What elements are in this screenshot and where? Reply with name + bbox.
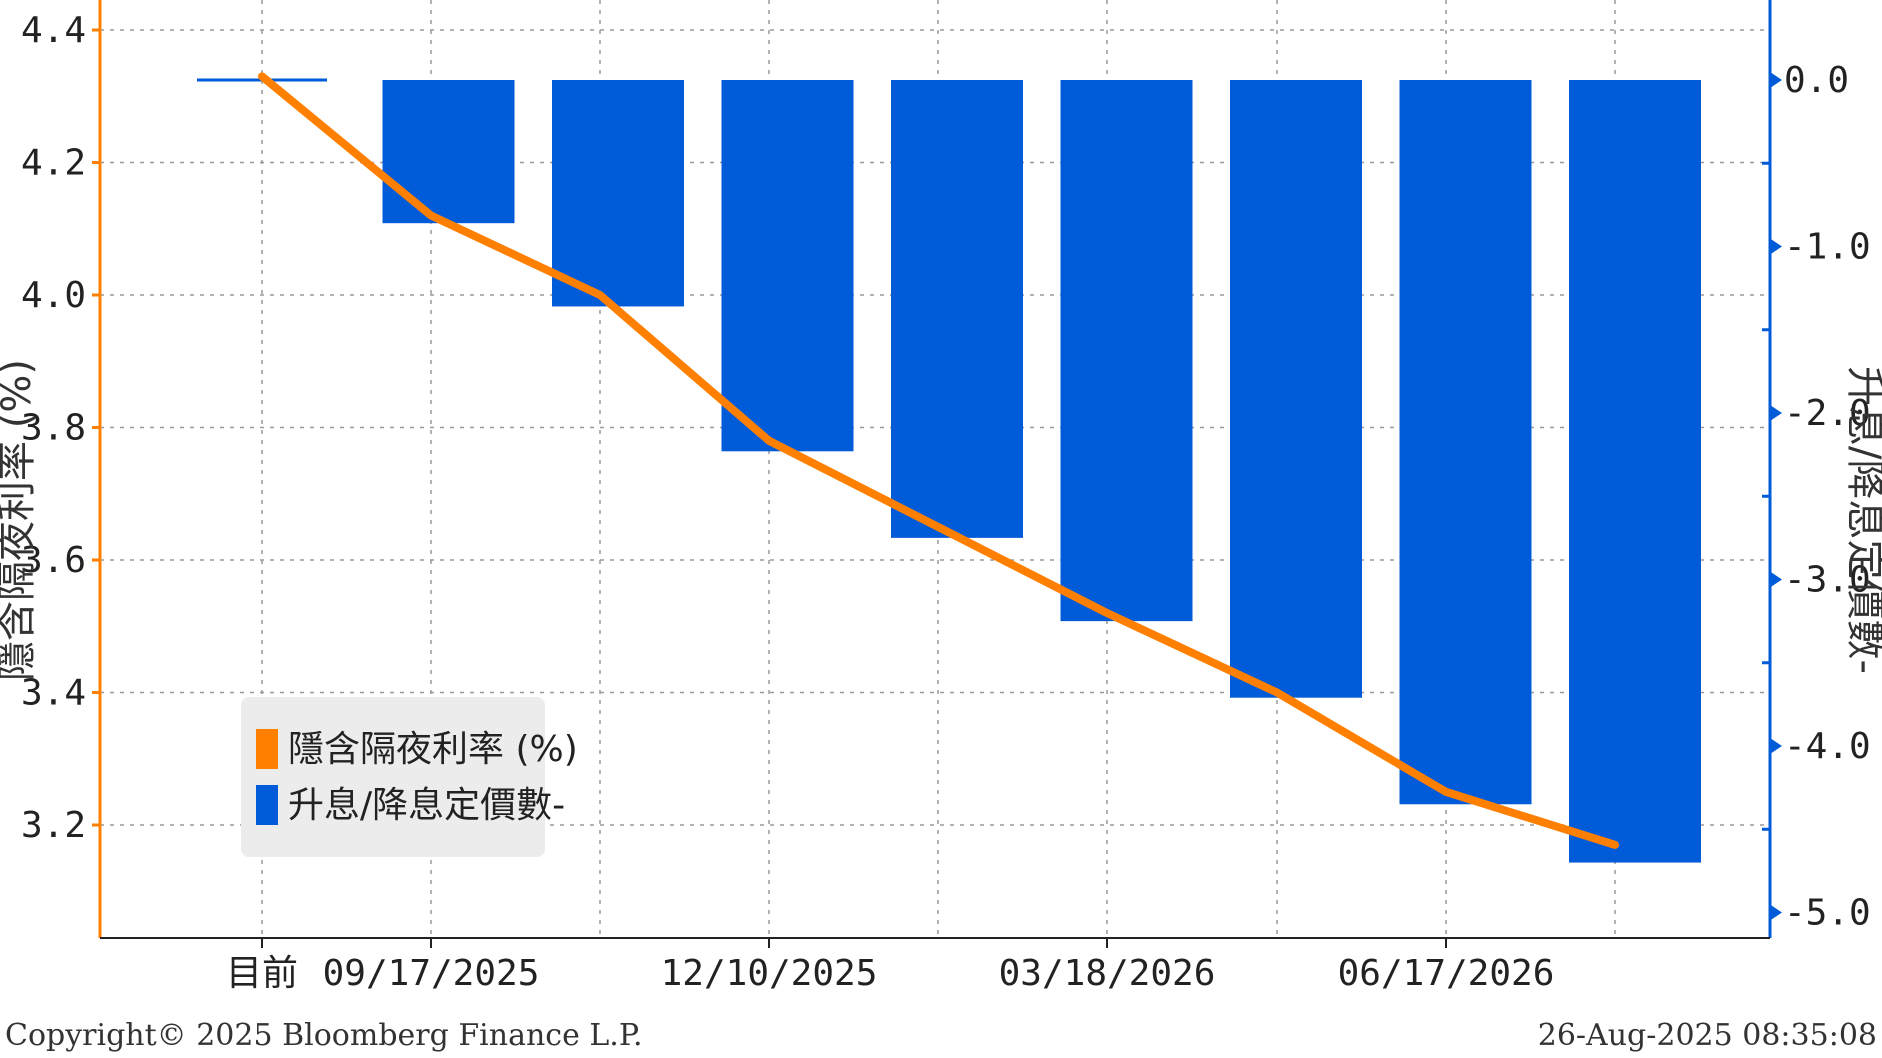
legend-swatch	[256, 729, 278, 769]
timestamp-text: 26-Aug-2025 08:35:08	[1538, 1018, 1877, 1053]
right-tick	[1770, 405, 1782, 421]
left-tick-label: 4.4	[21, 10, 86, 51]
right-tick-label: -2.0	[1784, 393, 1871, 434]
right-tick	[1770, 904, 1782, 921]
left-tick-label: 3.2	[21, 805, 86, 846]
x-tick-label: 09/17/2025	[323, 953, 540, 994]
right-tick-label: 0.0	[1784, 60, 1849, 101]
left-tick-label: 3.8	[21, 408, 86, 449]
bar	[1230, 80, 1362, 698]
right-tick-label: -3.0	[1784, 560, 1871, 601]
x-tick-label: 03/18/2026	[999, 953, 1216, 994]
right-tick	[1770, 72, 1782, 88]
x-tick-label: 目前	[226, 953, 298, 994]
bar	[552, 80, 684, 307]
right-tick-label: -4.0	[1784, 726, 1871, 767]
left-tick-label: 3.4	[21, 673, 86, 714]
legend: 隱含隔夜利率 (%) 升息/降息定價數-	[241, 697, 578, 857]
left-tick-label: 4.2	[21, 143, 86, 184]
bars	[197, 78, 1701, 863]
x-tick-label: 12/10/2025	[661, 953, 878, 994]
line-series	[258, 72, 1619, 849]
right-tick-label: -1.0	[1784, 227, 1871, 268]
right-axis-title: 升息/降息定價數-	[1842, 366, 1882, 674]
right-tick-label: -5.0	[1784, 893, 1871, 934]
left-axis-title: 隱含隔夜利率 (%)	[0, 359, 40, 681]
bar	[721, 80, 854, 452]
right-tick	[1770, 238, 1782, 255]
legend-label: 升息/降息定價數-	[288, 785, 565, 826]
legend-swatch	[256, 785, 278, 825]
bar	[891, 80, 1023, 538]
x-tick-label: 06/17/2026	[1338, 953, 1555, 994]
right-tick	[1770, 738, 1782, 754]
legend-label: 隱含隔夜利率 (%)	[288, 729, 578, 770]
right-tick	[1770, 571, 1782, 588]
bar	[1399, 80, 1532, 805]
legend-box	[241, 697, 545, 857]
bar	[382, 80, 515, 224]
axes: 3.2 3.4 3.6 3.8 4.0 4.2 4.4 0.0 -1.0 -2.0 -3.0 -4.0…	[21, 0, 1871, 994]
bar	[1569, 80, 1701, 863]
left-tick-label: 3.6	[21, 540, 86, 581]
left-tick-label: 4.0	[21, 275, 86, 316]
bar	[1060, 80, 1193, 622]
copyright-text: Copyright© 2025 Bloomberg Finance L.P.	[5, 1018, 643, 1053]
